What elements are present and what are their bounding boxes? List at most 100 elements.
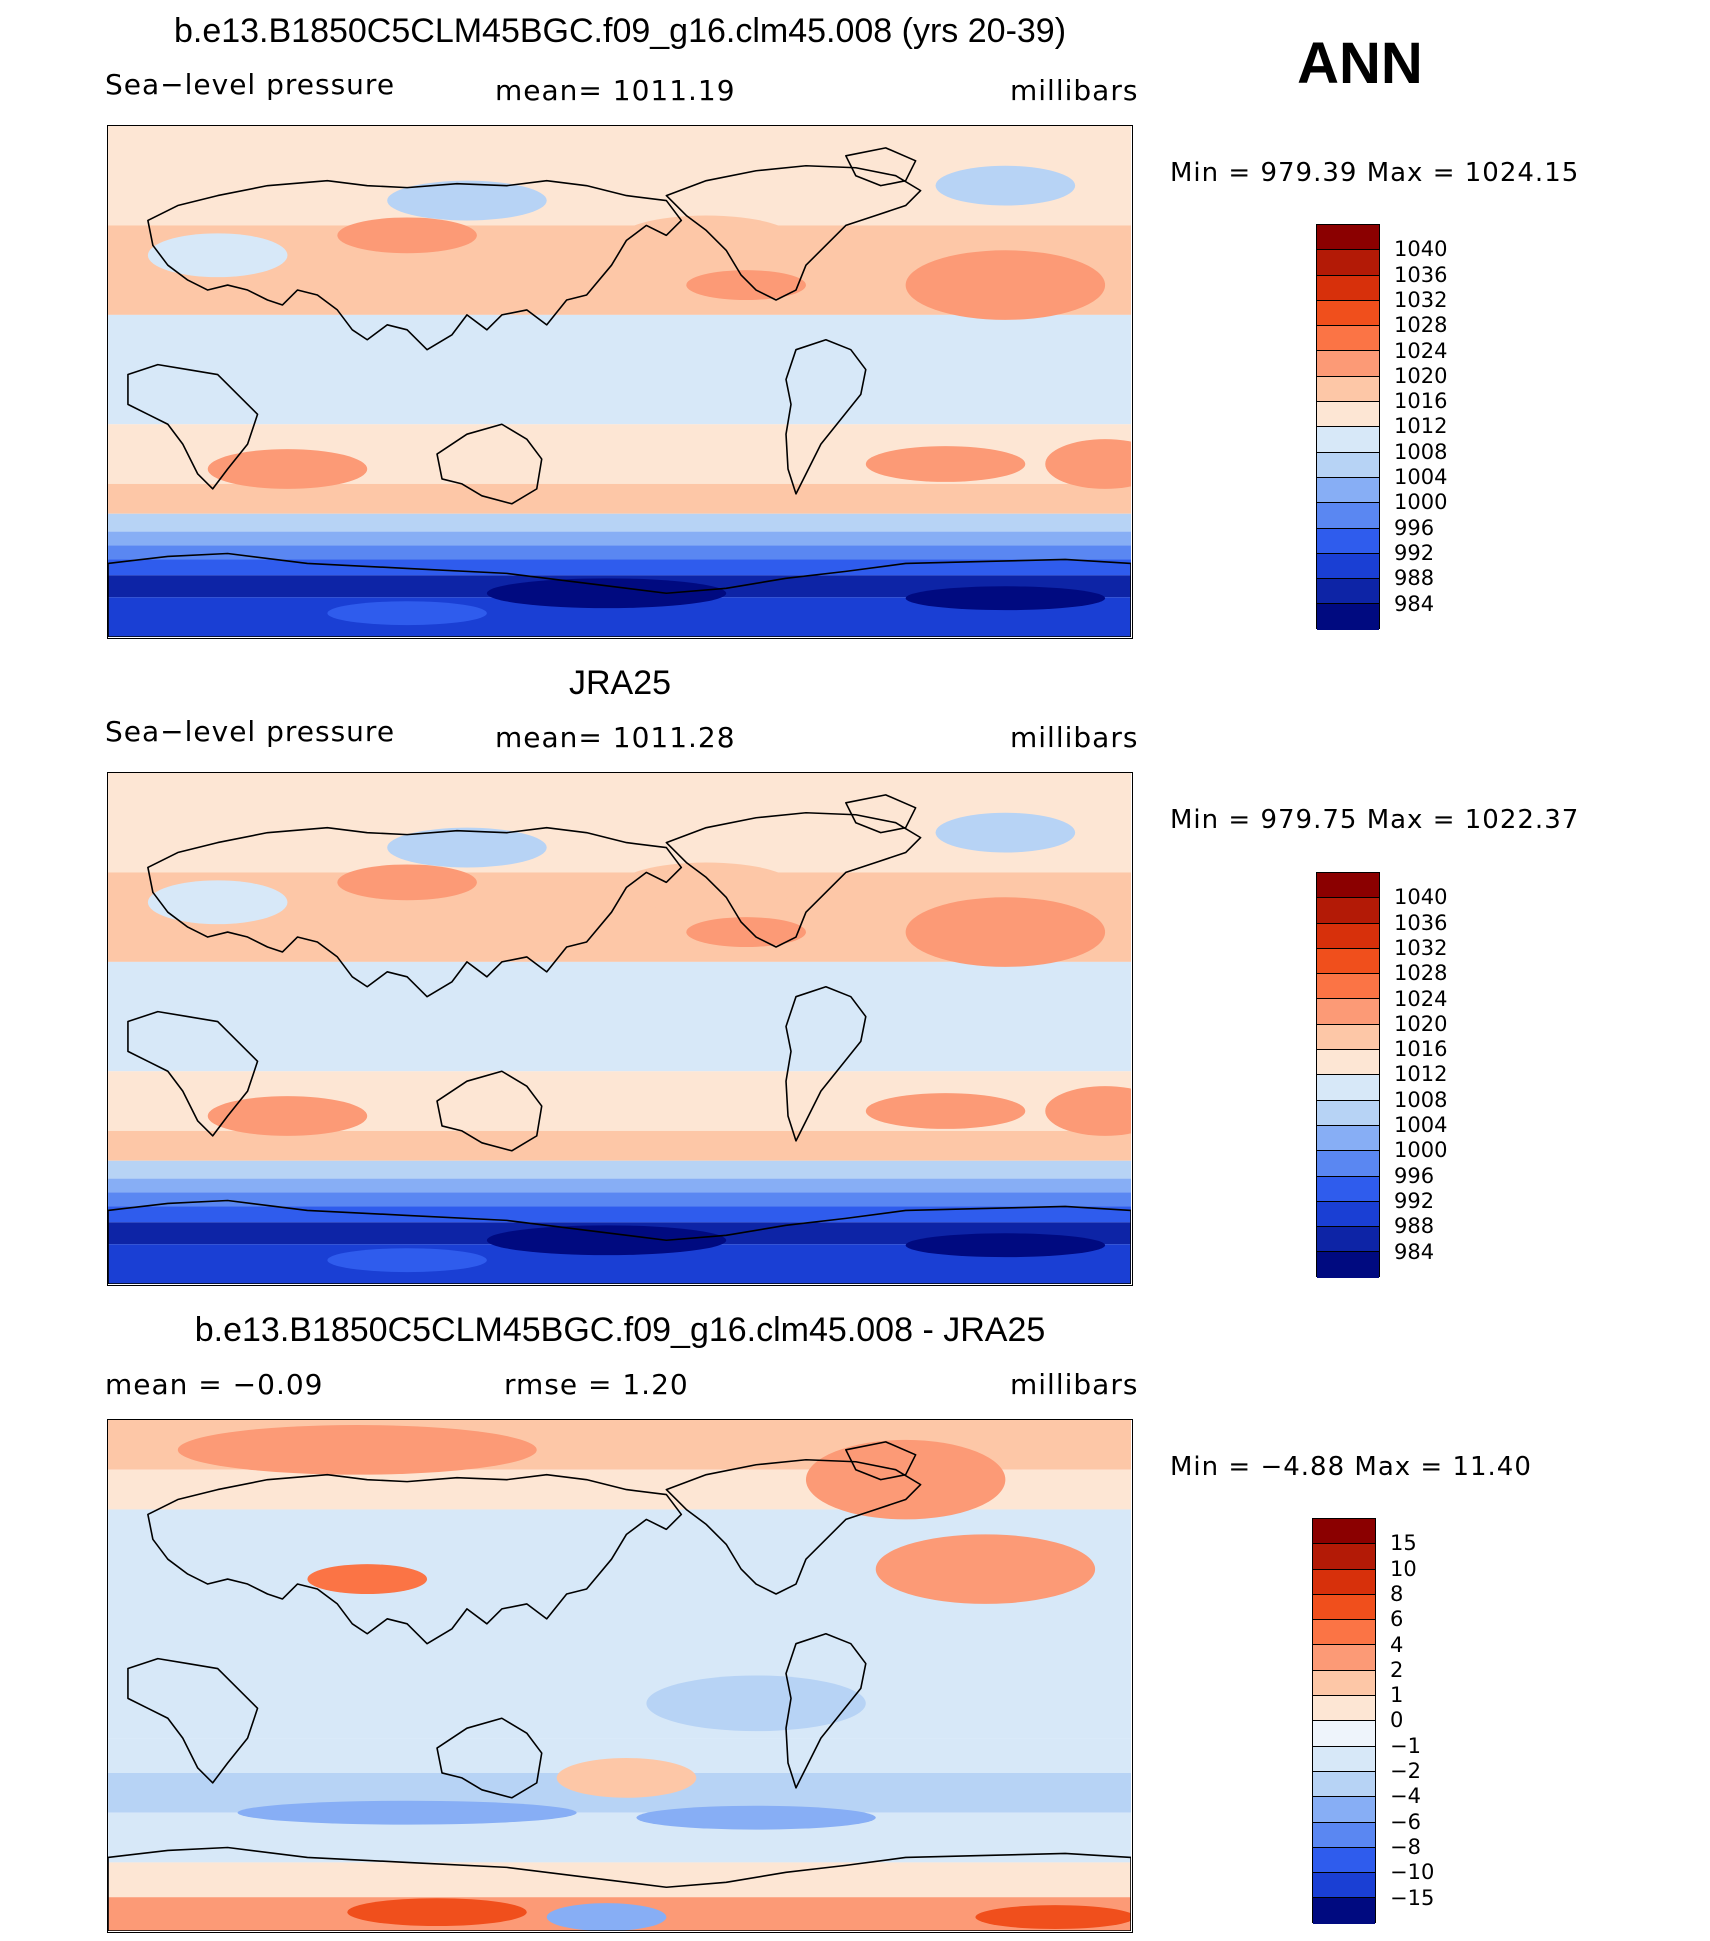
field-contour [147, 233, 288, 278]
colorbar-swatch [1313, 1569, 1375, 1595]
field-contour [865, 1093, 1026, 1129]
colorbar-tick-label: 1008 [1394, 439, 1448, 464]
colorbar-tick-label: −4 [1390, 1784, 1421, 1809]
colorbar-tick-label: 1000 [1394, 1138, 1448, 1163]
field-band [108, 1862, 1131, 1898]
coastline [147, 179, 683, 351]
coastline [127, 1657, 259, 1784]
colorbar-swatch [1313, 1771, 1375, 1798]
colorbar-tick-label: 1000 [1394, 490, 1448, 515]
coastline [127, 1010, 259, 1137]
colorbar-swatch [1317, 376, 1379, 403]
field-contour [337, 864, 477, 901]
colorbar-swatch [1317, 402, 1379, 428]
field-contour [686, 270, 806, 300]
coastline [665, 164, 922, 301]
colorbar-swatch [1317, 1075, 1379, 1101]
colorbar-tick-label: 1020 [1394, 363, 1448, 388]
field-band [108, 1192, 1131, 1207]
field-band [108, 314, 1131, 425]
panel-2-center-label: mean= 1011.28 [495, 721, 736, 754]
field-contour [875, 1534, 1096, 1604]
field-contour [486, 1225, 727, 1256]
coastline [108, 1199, 1131, 1284]
colorbar-swatch [1317, 300, 1379, 327]
panel-3-units: millibars [1010, 1368, 1139, 1401]
colorbar-tick-label: −15 [1390, 1885, 1435, 1910]
colorbar-tick-label: 15 [1390, 1531, 1417, 1556]
field-band [108, 545, 1131, 560]
colorbar-tick-label: 988 [1394, 566, 1435, 591]
panel-3-title: b.e13.B1850C5CLM45BGC.f09_g16.clm45.008 … [194, 1311, 1046, 1349]
panel-3-minmax: Min = −4.88 Max = 11.40 [1170, 1452, 1532, 1482]
colorbar-swatches [1316, 872, 1380, 1278]
coastline [147, 826, 683, 998]
panel-1-units: millibars [1010, 74, 1139, 107]
colorbar-tick-label: 984 [1394, 1239, 1435, 1264]
colorbar-tick-label: 992 [1394, 1188, 1435, 1213]
field-contour [636, 1805, 876, 1830]
colorbar-tick-label: −8 [1390, 1834, 1421, 1859]
coastline [436, 1070, 543, 1152]
panel-1-map [107, 125, 1133, 639]
colorbar-tick-label: 1036 [1394, 910, 1448, 935]
colorbar-tick-label: 1024 [1394, 986, 1448, 1011]
field-contour [975, 1905, 1131, 1930]
colorbar-tick-label: 8 [1390, 1581, 1404, 1606]
colorbar-swatch [1317, 1125, 1379, 1152]
colorbar-swatch [1317, 528, 1379, 554]
panel-2-title: JRA25 [568, 664, 672, 702]
field-contour [327, 601, 487, 626]
field-contour [556, 1758, 697, 1798]
colorbar-swatch [1313, 1594, 1375, 1621]
panel-2-units: millibars [1010, 721, 1139, 754]
colorbar-tick-label: 1 [1390, 1683, 1404, 1708]
coastline [436, 423, 543, 505]
colorbar-tick-label: 1016 [1394, 389, 1448, 414]
coastline [665, 811, 922, 948]
panel-3-left-label: mean = −0.09 [105, 1368, 324, 1401]
colorbar-swatch [1317, 1151, 1379, 1177]
field-band [108, 961, 1131, 1072]
colorbar-swatch [1317, 427, 1379, 453]
field-contour [387, 180, 547, 221]
colorbar-swatch [1313, 1746, 1375, 1772]
map-canvas [108, 1420, 1131, 1931]
field-contour [207, 1096, 368, 1136]
colorbar-swatch [1317, 1176, 1379, 1202]
colorbar-tick-label: 2 [1390, 1657, 1404, 1682]
field-contour [486, 578, 727, 609]
panel-1-center-label: mean= 1011.19 [495, 74, 736, 107]
colorbar-swatch [1313, 1620, 1375, 1646]
panel-3-map [107, 1419, 1133, 1933]
colorbar-swatch [1317, 1050, 1379, 1076]
field-contour [905, 586, 1106, 611]
colorbar-tick-label: 1004 [1394, 1113, 1448, 1137]
colorbar-swatch [1317, 553, 1379, 580]
coastline [785, 985, 867, 1142]
colorbar-tick-label: 984 [1394, 591, 1435, 616]
field-contour [546, 1903, 667, 1931]
season-label: ANN [1297, 31, 1423, 96]
map-canvas [108, 126, 1131, 637]
colorbar-swatch [1317, 1100, 1379, 1126]
colorbar-swatches [1316, 224, 1380, 630]
colorbar-swatch [1317, 1252, 1379, 1278]
field-contour [865, 446, 1026, 482]
colorbar-tick-label: −6 [1390, 1809, 1421, 1834]
colorbar-tick-label: 6 [1390, 1607, 1404, 1632]
colorbar-tick-label: 1020 [1394, 1011, 1448, 1036]
colorbar-swatch [1317, 351, 1379, 377]
coastline [845, 794, 917, 834]
colorbar-swatch [1313, 1721, 1375, 1747]
colorbar-swatch [1317, 948, 1379, 975]
colorbar-swatch [1317, 1201, 1379, 1228]
panel-2-map [107, 772, 1133, 1286]
coastline [108, 1846, 1131, 1931]
field-contour [905, 1233, 1106, 1258]
colorbar-swatch [1313, 1898, 1375, 1924]
colorbar-tick-label: −10 [1390, 1860, 1435, 1885]
colorbar-swatch [1313, 1797, 1375, 1823]
colorbar-swatch [1317, 225, 1379, 251]
field-band [108, 1178, 1131, 1193]
